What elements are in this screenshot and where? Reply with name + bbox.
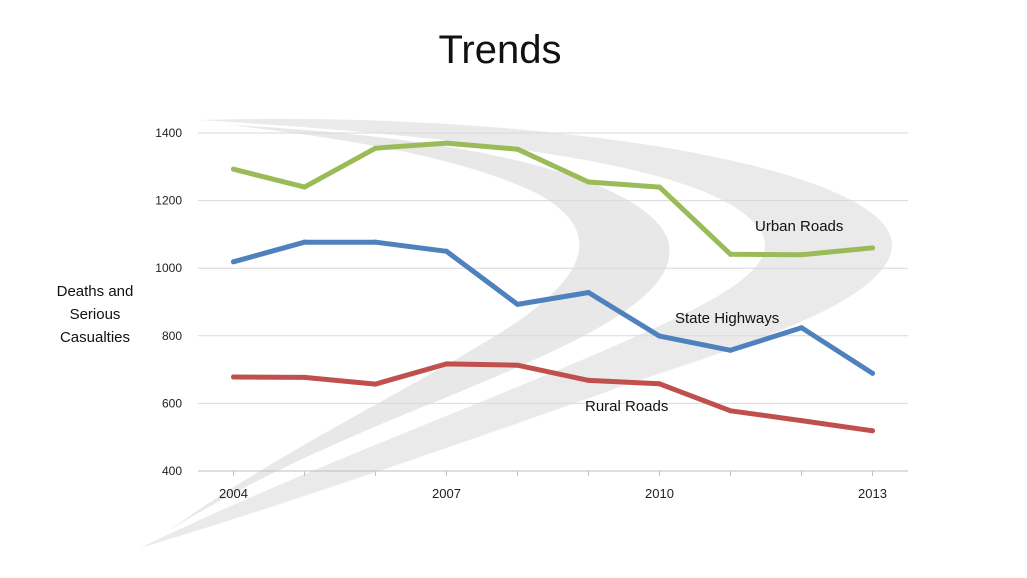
data-point-urban-2008 [515, 146, 520, 152]
data-point-state-2009 [586, 290, 591, 296]
series-lines [231, 140, 875, 434]
data-point-rural-2008 [515, 362, 520, 368]
series-label-state: State Highways [675, 310, 779, 327]
data-point-rural-2010 [657, 381, 662, 387]
data-point-state-2010 [657, 333, 662, 339]
y-axis-label-line-1: Deaths and [56, 283, 134, 300]
x-tick-label-2004: 2004 [219, 486, 248, 501]
y-tick-label-1000: 1000 [155, 261, 182, 275]
series-label-rural: Rural Roads [585, 398, 668, 415]
swoosh-inner [170, 125, 670, 530]
data-point-urban-2013 [870, 245, 875, 251]
series-line-urban [231, 140, 875, 258]
data-point-urban-2012 [799, 252, 804, 258]
data-point-state-2006 [373, 239, 378, 245]
series-line-rural [231, 361, 875, 434]
y-tick-label-1200: 1200 [155, 194, 182, 208]
data-point-urban-2007 [444, 140, 449, 146]
swoosh-watermark [140, 118, 893, 549]
data-point-state-2008 [515, 301, 520, 307]
data-point-state-2013 [870, 370, 875, 376]
data-point-urban-2010 [657, 184, 662, 190]
series-line-state [231, 239, 875, 376]
data-point-state-2011 [728, 347, 733, 353]
data-point-urban-2011 [728, 251, 733, 257]
data-point-state-2004 [231, 259, 236, 265]
x-tick-label-2013: 2013 [858, 486, 887, 501]
data-point-urban-2005 [302, 184, 307, 190]
series-labels: Urban Roads State Highways Rural Roads [585, 218, 843, 415]
data-point-rural-2011 [728, 408, 733, 414]
data-point-rural-2006 [373, 381, 378, 387]
x-tick-label-2010: 2010 [645, 486, 674, 501]
y-axis-label-line-3: Casualties [59, 329, 131, 346]
series-label-urban: Urban Roads [755, 218, 843, 235]
y-tick-label-800: 800 [162, 329, 182, 343]
y-tick-label-1400: 1400 [155, 126, 182, 140]
data-point-state-2005 [302, 239, 307, 245]
data-point-rural-2009 [586, 377, 591, 383]
data-point-urban-2004 [231, 166, 236, 172]
data-point-rural-2007 [444, 361, 449, 367]
y-tick-label-400: 400 [162, 464, 182, 478]
y-axis-label: Deaths and Serious Casualties [40, 280, 150, 349]
data-point-rural-2004 [231, 374, 236, 380]
data-point-state-2007 [444, 248, 449, 254]
data-point-state-2012 [799, 325, 804, 331]
y-tick-label-600: 600 [162, 396, 182, 410]
data-point-urban-2006 [373, 145, 378, 151]
axes: 2004 2007 2010 2013 [198, 470, 908, 501]
data-point-rural-2013 [870, 428, 875, 434]
x-tick-label-2007: 2007 [432, 486, 461, 501]
y-axis-label-line-2: Serious [69, 306, 121, 323]
data-point-urban-2009 [586, 179, 591, 185]
swoosh-outer [140, 118, 893, 549]
data-point-rural-2012 [799, 418, 804, 424]
data-point-rural-2005 [302, 374, 307, 380]
slide-title: Trends [438, 28, 562, 72]
